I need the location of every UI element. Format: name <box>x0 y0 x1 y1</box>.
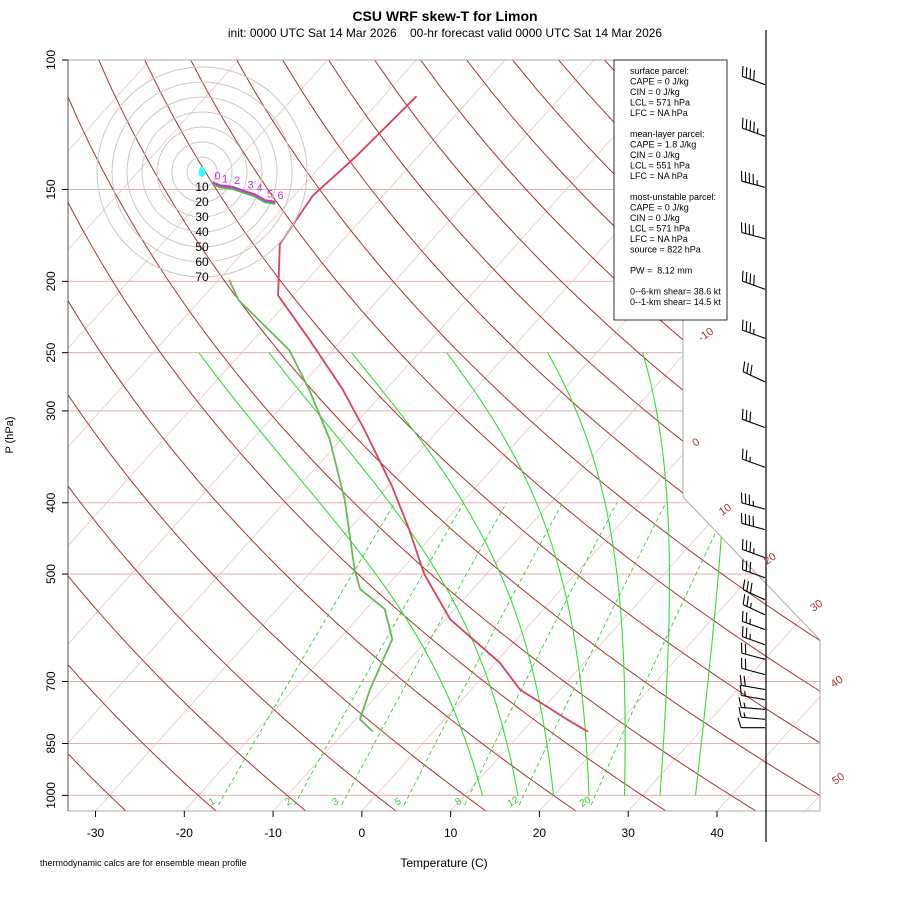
hodograph-ring-label: 30 <box>195 210 209 224</box>
chart-subtitle: init: 0000 UTC Sat 14 Mar 2026 00-hr for… <box>228 26 663 40</box>
info-line: LFC = NA hPa <box>630 171 688 181</box>
info-line: most-unstable parcel: <box>630 192 716 202</box>
hodograph-height-label: 2 <box>234 175 240 187</box>
hodograph-ring-label: 60 <box>195 255 209 269</box>
info-line: CIN = 0 J/kg <box>630 87 680 97</box>
info-line: 0--6-km shear= 38.6 kt <box>630 287 721 297</box>
y-tick-label: 1000 <box>44 782 58 809</box>
info-line: LCL = 551 hPa <box>630 161 690 171</box>
info-line: mean-layer parcel: <box>630 129 705 139</box>
info-line: CAPE = 1.8 J/kg <box>630 140 696 150</box>
hodograph-ring-label: 50 <box>195 240 209 254</box>
y-tick-label: 700 <box>44 671 58 691</box>
hodograph-ring-label: 20 <box>195 195 209 209</box>
hodograph-height-label: 4 <box>257 183 263 195</box>
info-line: surface parcel: <box>630 66 689 76</box>
info-line: 0--1-km shear= 14.5 kt <box>630 297 721 307</box>
info-line: PW = 8.12 mm <box>630 266 692 276</box>
x-tick-label: -30 <box>87 826 105 840</box>
info-line: CIN = 0 J/kg <box>630 150 680 160</box>
info-line: LCL = 571 hPa <box>630 98 690 108</box>
x-tick-label: -10 <box>264 826 282 840</box>
info-line: LFC = NA hPa <box>630 234 688 244</box>
info-line: CAPE = 0 J/kg <box>630 77 689 87</box>
y-axis-label: P (hPa) <box>4 416 16 453</box>
info-line: CIN = 0 J/kg <box>630 213 680 223</box>
x-tick-label: 10 <box>444 826 458 840</box>
y-tick-label: 850 <box>44 733 58 753</box>
info-line: LCL = 571 hPa <box>630 224 690 234</box>
y-tick-label: 400 <box>44 492 58 512</box>
chart-title: CSU WRF skew-T for Limon <box>352 8 537 24</box>
hodograph-ring-label: 10 <box>195 180 209 194</box>
x-axis-label: Temperature (C) <box>400 856 487 870</box>
info-line: CAPE = 0 J/kg <box>630 203 689 213</box>
hodograph-height-label: 5 <box>267 189 273 201</box>
x-tick-label: 20 <box>533 826 547 840</box>
hodograph-ring-label: 40 <box>195 225 209 239</box>
x-tick-label: 40 <box>710 826 724 840</box>
info-line: LFC = NA hPa <box>630 108 688 118</box>
hodograph-center <box>199 167 206 177</box>
y-tick-label: 200 <box>44 271 58 291</box>
x-tick-label: 0 <box>359 826 366 840</box>
x-tick-label: -20 <box>176 826 194 840</box>
hodograph-height-label: 0 <box>215 171 221 183</box>
hodograph-height-label: 1 <box>222 174 228 186</box>
hodograph-height-label: 3 <box>248 180 254 192</box>
hodograph-height-label: 6 <box>278 190 284 202</box>
y-tick-label: 100 <box>44 50 58 70</box>
y-tick-label: 500 <box>44 564 58 584</box>
info-line: source = 822 hPa <box>630 245 701 255</box>
footnote: thermodynamic calcs are for ensemble mea… <box>40 858 247 868</box>
y-tick-label: 150 <box>44 179 58 199</box>
y-tick-label: 300 <box>44 401 58 421</box>
hodograph-ring-label: 70 <box>195 270 209 284</box>
y-tick-label: 250 <box>44 342 58 362</box>
x-tick-label: 30 <box>622 826 636 840</box>
